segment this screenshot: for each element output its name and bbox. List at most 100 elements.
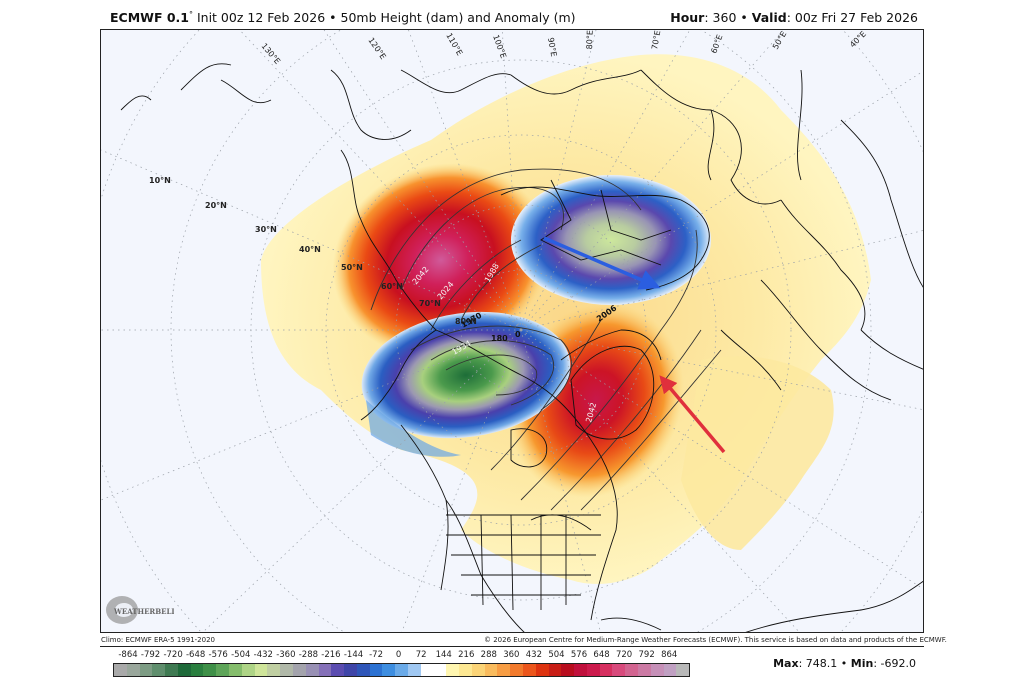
svg-text:80°E: 80°E	[585, 30, 595, 50]
anomaly-map: 10°N 20°N 30°N 40°N 50°N 60°N 70°N 80°N …	[101, 30, 923, 632]
colorbar-swatch	[126, 664, 140, 676]
colorbar-tick-label: -144	[343, 650, 364, 660]
colorbar-swatch	[471, 664, 485, 676]
colorbar-swatch	[407, 664, 421, 676]
colorbar-swatch	[344, 664, 357, 676]
title-separator: •	[329, 10, 337, 26]
colorbar-tick-label: 432	[525, 650, 543, 660]
blue-arrow	[543, 236, 661, 290]
colorbar-swatch	[446, 664, 460, 676]
colorbar-swatch	[203, 664, 217, 676]
colorbar-tick-label: 864	[661, 650, 678, 660]
colorbar-swatch	[638, 664, 651, 676]
colorbar-swatch	[152, 664, 166, 676]
colorbar-tick-label: -648	[185, 650, 206, 660]
max-value: : 748.1	[798, 657, 838, 670]
product-name: 50mb Height (dam) and Anomaly (m)	[340, 10, 576, 26]
colorbar-swatch	[625, 664, 639, 676]
svg-text:60°N: 60°N	[381, 282, 403, 291]
colorbar-swatch	[254, 664, 268, 676]
colorbar-swatch	[484, 664, 498, 676]
svg-text:40°N: 40°N	[299, 245, 321, 254]
colorbar-tick-label: 360	[503, 650, 520, 660]
svg-text:50°N: 50°N	[341, 263, 363, 272]
colorbar-swatch	[177, 664, 191, 676]
colorbar-tick-label: -864	[118, 650, 138, 660]
colorbar-swatch	[599, 664, 613, 676]
valid-label: Valid	[751, 10, 787, 25]
hour-label: Hour	[670, 10, 705, 25]
colorbar-swatch	[523, 664, 536, 676]
colorbar-swatch	[395, 664, 408, 676]
colorbar-swatch	[114, 664, 127, 676]
colorbar-swatch	[318, 664, 332, 676]
colorbar-tick-label: 504	[548, 650, 565, 660]
svg-text:10°N: 10°N	[149, 176, 171, 185]
svg-text:180: 180	[491, 334, 508, 343]
copyright-note: © 2026 European Centre for Medium-Range …	[484, 636, 947, 644]
colorbar	[113, 663, 690, 677]
colorbar-swatch	[305, 664, 319, 676]
colorbar-tick-label: 792	[638, 650, 655, 660]
colorbar-swatch	[216, 664, 230, 676]
colorbar-swatch	[280, 664, 293, 676]
colorbar-swatch	[663, 664, 677, 676]
colorbar-tick-label: 72	[415, 650, 427, 660]
colorbar-tick-label: -720	[163, 650, 183, 660]
ridge-east-asia	[332, 163, 550, 357]
colorbar-swatch	[331, 664, 345, 676]
init-time: Init 00z 12 Feb 2026	[196, 10, 326, 26]
svg-text:30°N: 30°N	[255, 225, 277, 234]
red-arrow	[659, 375, 726, 454]
colorbar-swatch	[229, 664, 242, 676]
colorbar-swatch	[382, 664, 396, 676]
colorbar-swatch	[241, 664, 255, 676]
svg-text:70°E: 70°E	[650, 30, 662, 50]
colorbar-swatch	[561, 664, 575, 676]
colorbar-swatch	[510, 664, 523, 676]
colorbar-tick-label: 648	[593, 650, 610, 660]
svg-text:0: 0	[515, 330, 521, 339]
model-name: ECMWF 0.1	[110, 10, 189, 26]
vortex-alaska	[361, 311, 571, 439]
colorbar-swatch	[267, 664, 281, 676]
colorbar-tick-label: -576	[208, 650, 228, 660]
colorbar-swatch	[548, 664, 562, 676]
map-panel[interactable]: 10°N 20°N 30°N 40°N 50°N 60°N 70°N 80°N …	[100, 29, 924, 633]
colorbar-tick-label: 720	[615, 650, 633, 660]
colorbar-tick-label: 144	[435, 650, 452, 660]
svg-text:90°E: 90°E	[546, 37, 558, 58]
hour-value: : 360	[704, 10, 737, 25]
colorbar-swatch	[356, 664, 370, 676]
valid-time-header: Hour: 360 • Valid: 00z Fri 27 Feb 2026	[670, 10, 918, 25]
max-min-readout: Max: 748.1 • Min: -692.0	[773, 657, 916, 670]
colorbar-tick-label: 0	[395, 650, 402, 660]
svg-text:80°N: 80°N	[455, 317, 477, 326]
colorbar-swatch	[369, 664, 383, 676]
colorbar-swatch	[574, 664, 587, 676]
svg-text:70°N: 70°N	[419, 299, 441, 308]
colorbar-swatch	[433, 664, 447, 676]
max-label: Max	[773, 657, 799, 670]
colorbar-swatch	[139, 664, 153, 676]
header-separator: •	[740, 10, 748, 25]
colorbar-swatch	[190, 664, 204, 676]
colorbar-tick-label: -288	[298, 650, 319, 660]
latitude-labels: 10°N 20°N 30°N 40°N 50°N 60°N 70°N 80°N	[149, 176, 477, 326]
valid-value: : 00z Fri 27 Feb 2026	[786, 10, 918, 25]
colorbar-tick-label: -360	[276, 650, 296, 660]
svg-text:20°N: 20°N	[205, 201, 227, 210]
colorbar-tick-label: -792	[140, 650, 161, 660]
map-title: ECMWF 0.1° Init 00z 12 Feb 2026 • 50mb H…	[110, 10, 576, 25]
colorbar-swatch	[165, 664, 178, 676]
coastlines-borders	[120, 63, 923, 632]
colorbar-tick-label: -216	[321, 650, 341, 660]
colorbar-swatch	[420, 664, 434, 676]
degree-symbol: °	[188, 10, 193, 19]
colorbar-swatch	[459, 664, 472, 676]
colorbar-swatch	[535, 664, 549, 676]
colorbar-swatch	[586, 664, 600, 676]
min-value: : -692.0	[873, 657, 916, 670]
climo-note: Climo: ECMWF ERA-5 1991-2020	[101, 636, 215, 644]
colorbar-tick-label: 216	[458, 650, 475, 660]
